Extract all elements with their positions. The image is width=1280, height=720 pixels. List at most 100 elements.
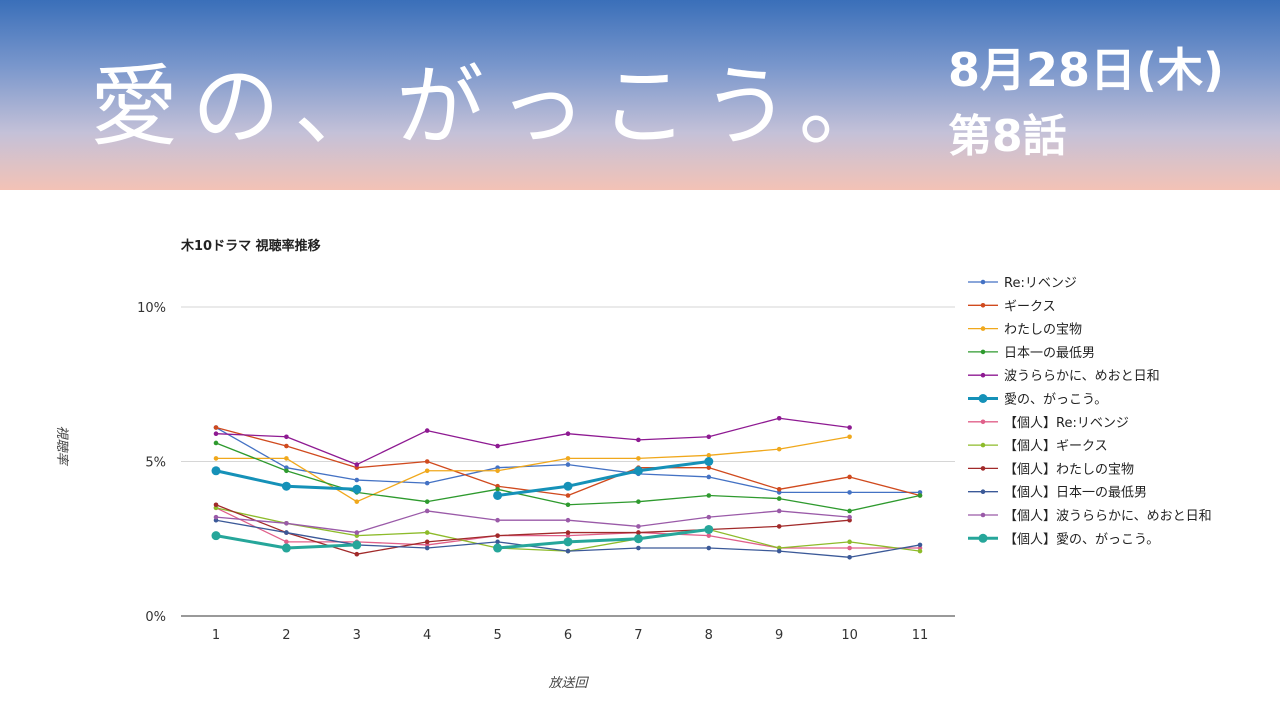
data-point [847,490,852,495]
data-point [847,425,852,430]
y-tick-labels: 0% 5% 10% [137,301,166,625]
legend-swatch-marker [980,489,986,495]
data-point [776,446,782,452]
data-point [424,468,430,474]
x-tick-labels: 1 2 3 4 5 6 7 8 9 10 11 [212,628,928,643]
legend-item-12: 【個人】愛の、がっこう。 [968,532,1159,547]
show-title: 愛の、がっこう。 [90,55,901,158]
legend-item-7: 【個人】Re:リベンジ [968,416,1129,431]
data-point [704,457,714,466]
data-point [706,545,712,551]
x-tick-label: 7 [634,628,642,643]
header-banner: 愛の、がっこう。 8月28日(木) 第8話 [0,0,1280,190]
data-point [776,496,782,501]
data-point [636,456,641,461]
data-point [284,530,289,535]
x-tick-label: 8 [705,628,713,643]
data-point [493,543,503,553]
x-tick-label: 5 [493,628,501,643]
data-point [565,530,571,535]
legend-label: わたしの宝物 [1004,323,1082,338]
data-point [706,474,712,480]
data-point [636,437,641,443]
series-line [497,527,709,550]
data-point [636,499,641,504]
data-point [284,468,289,474]
data-point [776,548,782,554]
data-point [706,434,712,440]
legend-swatch-marker [980,279,986,285]
data-point [424,459,430,464]
series-4 [213,440,923,514]
data-point [495,443,500,449]
data-point [633,466,643,476]
data-point [284,539,289,545]
x-axis-label: 放送回 [548,676,589,691]
series-6 [211,457,714,500]
data-point [847,554,852,560]
data-point [776,524,782,529]
x-tick-label: 1 [212,628,220,643]
data-point [633,534,643,544]
legend-swatch-marker [978,394,988,403]
series-line [215,510,850,534]
series-11 [213,508,852,535]
series-line [215,504,850,555]
data-point [565,462,571,467]
legend-label: ギークス [1004,299,1056,314]
data-point [917,493,923,498]
data-point [213,440,219,446]
data-point [495,468,500,474]
legend-item-1: Re:リベンジ [968,276,1077,291]
legend-swatch-marker [980,349,986,355]
legend-label: Re:リベンジ [1004,276,1077,291]
data-point [284,456,289,461]
data-point [213,514,219,520]
legend-label: 【個人】波うららかに、めおと日和 [1004,509,1212,524]
series-3 [213,434,852,504]
series-line [497,460,709,497]
data-point [565,548,571,554]
legend-swatch-marker [980,512,986,518]
data-point [284,443,289,449]
data-point [847,434,852,440]
data-point [354,499,360,504]
legend-swatch-marker [980,466,986,471]
data-point [211,466,221,476]
data-point [776,415,782,421]
data-point [354,530,360,535]
data-point [495,539,500,545]
data-point [776,508,782,514]
data-point [354,477,360,483]
data-point [424,499,430,504]
data-point [281,543,291,553]
data-point [636,524,641,529]
y-tick-label: 5% [145,456,166,471]
legend-item-5: 波うららかに、めおと日和 [968,369,1160,384]
data-point [424,480,430,486]
legend: Re:リベンジギークスわたしの宝物日本一の最低男波うららかに、めおと日和愛の、が… [968,276,1212,547]
data-point [636,530,641,535]
legend-label: 【個人】わたしの宝物 [1004,462,1134,477]
series-layer [211,415,923,560]
chart-title: 木10ドラマ 視聴率推移 [180,238,321,254]
data-point [847,508,852,514]
data-point [213,425,219,430]
legend-swatch-marker [978,533,988,543]
legend-label: 【個人】日本一の最低男 [1004,486,1147,501]
legend-swatch-marker [980,326,986,331]
series-line [215,417,850,466]
data-point [495,517,500,523]
data-point [493,490,503,500]
legend-item-3: わたしの宝物 [968,323,1082,338]
series-12 [211,524,714,553]
legend-item-10: 【個人】日本一の最低男 [968,486,1147,501]
data-point [213,431,219,436]
grid-lines [181,306,955,617]
data-point [565,517,571,523]
data-point [706,465,712,470]
x-tick-label: 6 [564,628,572,643]
legend-label: 日本一の最低男 [1004,346,1095,361]
data-point [424,545,430,551]
data-point [352,484,362,494]
